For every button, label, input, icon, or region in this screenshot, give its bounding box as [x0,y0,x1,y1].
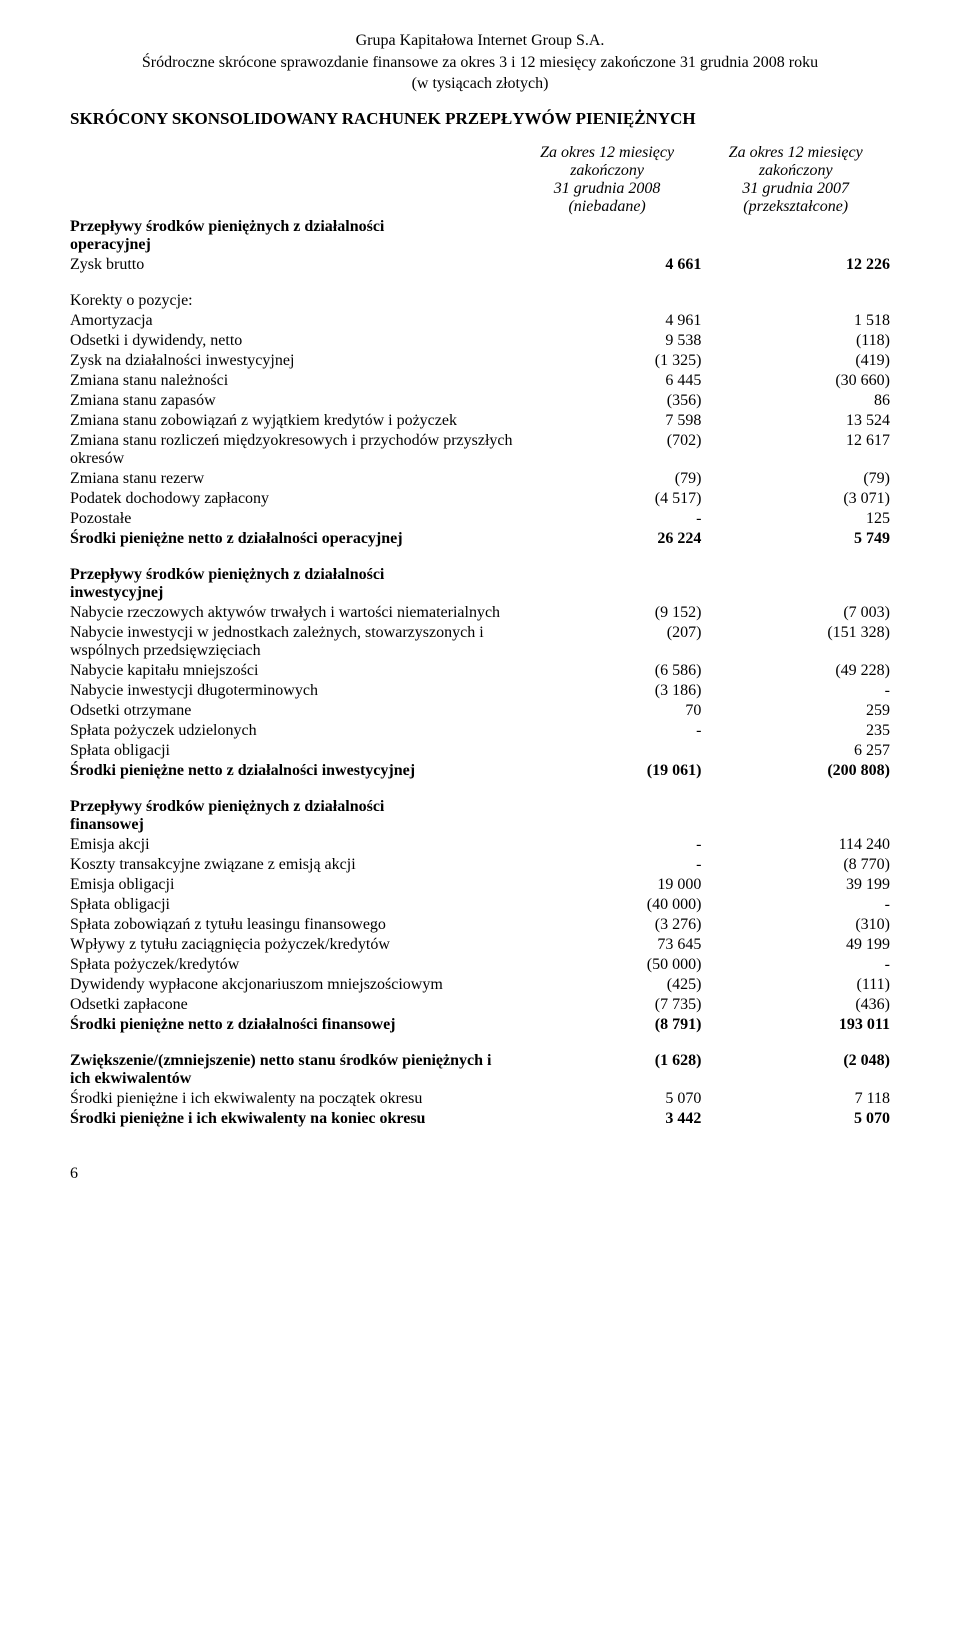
op-r6: Zmiana stanu należności 6 445 (30 660) [70,371,890,391]
inv-r5: Odsetki otrzymane 70 259 [70,701,890,721]
document-title: SKRÓCONY SKONSOLIDOWANY RACHUNEK PRZEPŁY… [70,109,890,129]
op-r12: Pozostałe - 125 [70,509,890,529]
col2-l2: zakończony [701,162,890,180]
col1-l1: Za okres 12 miesięcy [513,144,702,162]
fin-r2: Koszty transakcyjne związane z emisją ak… [70,855,890,875]
fin-r8: Dywidendy wypłacone akcjonariuszom mniej… [70,975,890,995]
section-op-heading: Przepływy środków pieniężnych z działaln… [70,217,890,255]
cashflow-table: Za okres 12 miesięcy zakończony 31 grudn… [70,143,890,1129]
op-r3: Amortyzacja 4 961 1 518 [70,311,890,331]
fin-r6: Wpływy z tytułu zaciągnięcia pożyczek/kr… [70,935,890,955]
op-r7: Zmiana stanu zapasów (356) 86 [70,391,890,411]
op-r1: Zysk brutto 4 661 12 226 [70,255,890,275]
fin-r3: Emisja obligacji 19 000 39 199 [70,875,890,895]
op-r5: Zysk na działalności inwestycyjnej (1 32… [70,351,890,371]
inv-r8: Środki pieniężne netto z działalności in… [70,761,890,781]
inv-r7: Spłata obligacji 6 257 [70,741,890,761]
col2-l1: Za okres 12 miesięcy [701,144,890,162]
col1-l4: (niebadane) [513,198,702,216]
col1-header: Za okres 12 miesięcy zakończony 31 grudn… [513,143,702,217]
fin-r9: Odsetki zapłacone (7 735) (436) [70,995,890,1015]
fin-heading-l1: Przepływy środków pieniężnych z działaln… [70,798,513,816]
inv-r4: Nabycie inwestycji długoterminowych (3 1… [70,681,890,701]
col1-l3: 31 grudnia 2008 [513,180,702,198]
op-r10: Zmiana stanu rezerw (79) (79) [70,469,890,489]
fin-r10: Środki pieniężne netto z działalności fi… [70,1015,890,1035]
op-r8: Zmiana stanu zobowiązań z wyjątkiem kred… [70,411,890,431]
page-header: Grupa Kapitałowa Internet Group S.A. Śró… [70,30,890,95]
col2-l3: 31 grudnia 2007 [701,180,890,198]
col2-l4: (przekształcone) [701,198,890,216]
fin-r7: Spłata pożyczek/kredytów (50 000) - [70,955,890,975]
inv-r3: Nabycie kapitału mniejszości (6 586) (49… [70,661,890,681]
header-report-desc: Śródroczne skrócone sprawozdanie finanso… [70,52,890,74]
fin-r5: Spłata zobowiązań z tytułu leasingu fina… [70,915,890,935]
op-heading-l1: Przepływy środków pieniężnych z działaln… [70,218,513,236]
op-heading-l2: operacyjnej [70,236,513,254]
op-r13: Środki pieniężne netto z działalności op… [70,529,890,549]
op-r9: Zmiana stanu rozliczeń międzyokresowych … [70,431,890,469]
column-headers: Za okres 12 miesięcy zakończony 31 grudn… [70,143,890,217]
fin-heading-l2: finansowej [70,816,513,834]
page-number: 6 [70,1165,890,1183]
sum-r3: Środki pieniężne i ich ekwiwalenty na ko… [70,1109,890,1129]
header-company: Grupa Kapitałowa Internet Group S.A. [70,30,890,52]
inv-r6: Spłata pożyczek udzielonych - 235 [70,721,890,741]
fin-r1: Emisja akcji - 114 240 [70,835,890,855]
col1-l2: zakończony [513,162,702,180]
header-currency: (w tysiącach złotych) [70,73,890,95]
fin-r4: Spłata obligacji (40 000) - [70,895,890,915]
sum-r2: Środki pieniężne i ich ekwiwalenty na po… [70,1089,890,1109]
section-inv-heading: Przepływy środków pieniężnych z działaln… [70,565,890,603]
op-r2: Korekty o pozycje: [70,291,890,311]
sum-r1: Zwiększenie/(zmniejszenie) netto stanu ś… [70,1051,890,1089]
inv-r1: Nabycie rzeczowych aktywów trwałych i wa… [70,603,890,623]
op-r11: Podatek dochodowy zapłacony (4 517) (3 0… [70,489,890,509]
op-r4: Odsetki i dywidendy, netto 9 538 (118) [70,331,890,351]
inv-r2: Nabycie inwestycji w jednostkach zależny… [70,623,890,661]
section-fin-heading: Przepływy środków pieniężnych z działaln… [70,797,890,835]
inv-heading-l1: Przepływy środków pieniężnych z działaln… [70,566,513,584]
col2-header: Za okres 12 miesięcy zakończony 31 grudn… [701,143,890,217]
inv-heading-l2: inwestycyjnej [70,584,513,602]
